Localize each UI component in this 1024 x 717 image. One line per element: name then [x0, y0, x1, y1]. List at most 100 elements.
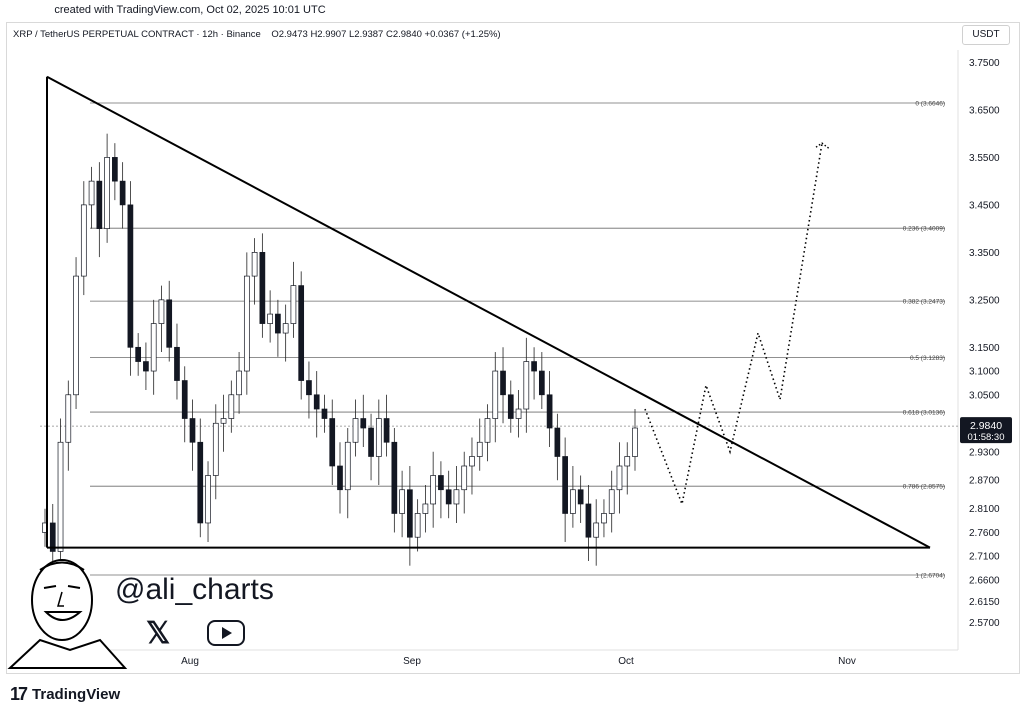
candle-body: [135, 346, 142, 362]
triangle-upper-trendline: [46, 75, 931, 549]
candle-body: [383, 418, 390, 443]
candle-body: [290, 285, 297, 324]
candle-body: [515, 408, 522, 419]
y-tick-label: 2.7100: [969, 552, 1000, 563]
currency-button[interactable]: USDT: [962, 25, 1010, 45]
candle-body: [197, 441, 204, 524]
candle-body: [360, 418, 367, 429]
candle-body: [189, 418, 196, 443]
fib-level-label: 0.618 (3.0136): [903, 410, 945, 417]
author-avatar: [7, 559, 128, 669]
candle-body: [492, 370, 499, 419]
candle-body: [585, 503, 592, 538]
candle-body: [228, 394, 235, 419]
candle-body: [298, 285, 305, 381]
candle-body: [570, 489, 576, 514]
fib-level-label: 0.382 (3.2473): [903, 299, 945, 306]
candle-body: [500, 370, 506, 396]
y-tick-label: 2.8700: [969, 476, 1000, 487]
created-with-watermark: created with TradingView.com, Oct 02, 20…: [54, 4, 326, 16]
x-tick-label: Nov: [838, 656, 856, 667]
y-tick-label: 3.4500: [969, 200, 1000, 211]
author-handle: @ali_charts: [115, 573, 274, 606]
candle-body: [329, 418, 336, 467]
candle-body: [251, 252, 258, 277]
candle-body: [407, 489, 413, 538]
candle-body: [562, 456, 568, 514]
candle-body: [430, 475, 437, 505]
y-tick-label: 3.1000: [969, 367, 1000, 378]
candle-body: [57, 441, 64, 552]
candle-body: [375, 418, 382, 457]
price-countdown: 01:58:30: [968, 432, 1005, 443]
last-price-tag: [960, 417, 1012, 444]
y-tick-label: 2.5700: [969, 618, 1000, 629]
candle-body: [391, 441, 398, 514]
candle-body: [344, 441, 351, 491]
x-tick-label: Oct: [618, 656, 634, 667]
fib-level-label: 0.5 (3.1283): [910, 355, 945, 362]
x-logo-icon[interactable]: 𝕏: [146, 617, 171, 650]
projection-path: [644, 143, 823, 507]
candle-body: [88, 180, 95, 206]
y-tick-label: 3.2500: [969, 295, 1000, 306]
candle-body: [593, 522, 600, 538]
candle-body: [608, 489, 615, 514]
y-tick-label: 2.6150: [969, 597, 1000, 608]
candle-body: [158, 299, 165, 324]
candle-body: [306, 380, 312, 396]
candle-body: [453, 489, 460, 505]
candle-body: [616, 465, 623, 491]
candle-body: [531, 361, 537, 372]
candle-body: [601, 513, 607, 524]
y-tick-label: 2.9300: [969, 447, 1000, 458]
y-tick-label: 2.6600: [969, 575, 1000, 586]
candle-body: [181, 380, 188, 419]
candle-body: [236, 370, 242, 396]
fib-level-label: 0.786 (2.8575): [903, 484, 945, 491]
tradingview-logo[interactable]: 17 TradingView: [10, 684, 120, 705]
candle-body: [476, 441, 483, 457]
candle-body: [422, 503, 429, 514]
candle-body: [150, 323, 157, 372]
symbol-legend: XRP / TetherUS PERPETUAL CONTRACT · 12h …: [13, 29, 501, 40]
candle-body: [49, 522, 56, 552]
y-tick-label: 3.7500: [969, 58, 1000, 69]
candle-body: [554, 427, 561, 457]
candle-body: [624, 456, 631, 467]
candle-body: [484, 418, 491, 443]
candle-body: [166, 299, 173, 348]
y-tick-label: 2.7600: [969, 528, 1000, 539]
candle-body: [321, 408, 328, 419]
candle-body: [632, 427, 638, 457]
candle-body: [259, 252, 266, 324]
fib-level-label: 0 (3.6646): [915, 101, 945, 108]
candle-body: [507, 394, 514, 419]
candle-body: [80, 204, 87, 277]
ohlc-values: O2.9473 H2.9907 L2.9387 C2.9840 +0.0367 …: [271, 29, 501, 40]
fib-level-label: 1 (2.6704): [915, 573, 945, 580]
candle-body: [523, 361, 530, 410]
candle-body: [119, 180, 126, 206]
candle-body: [461, 465, 468, 491]
candle-body: [445, 489, 452, 505]
candle-body: [337, 465, 343, 491]
symbol-label[interactable]: XRP / TetherUS PERPETUAL CONTRACT · 12h …: [13, 29, 261, 40]
last-price-value: 2.9840: [970, 420, 1002, 432]
candle-body: [267, 313, 273, 324]
candle-body: [275, 313, 281, 334]
y-tick-label: 3.1500: [969, 343, 1000, 354]
y-tick-label: 2.8100: [969, 504, 1000, 515]
candle-body: [243, 275, 250, 372]
candle-body: [143, 361, 149, 372]
candle-body: [65, 394, 72, 443]
y-tick-label: 3.5500: [969, 153, 1000, 164]
candle-body: [174, 346, 180, 381]
fib-level-label: 0.236 (3.4009): [903, 226, 945, 233]
candle-body: [368, 427, 374, 457]
youtube-icon[interactable]: [207, 620, 245, 646]
tradingview-logo-text: TradingView: [32, 686, 121, 703]
tradingview-logo-icon: 17: [10, 684, 28, 704]
candle-body: [112, 157, 118, 182]
